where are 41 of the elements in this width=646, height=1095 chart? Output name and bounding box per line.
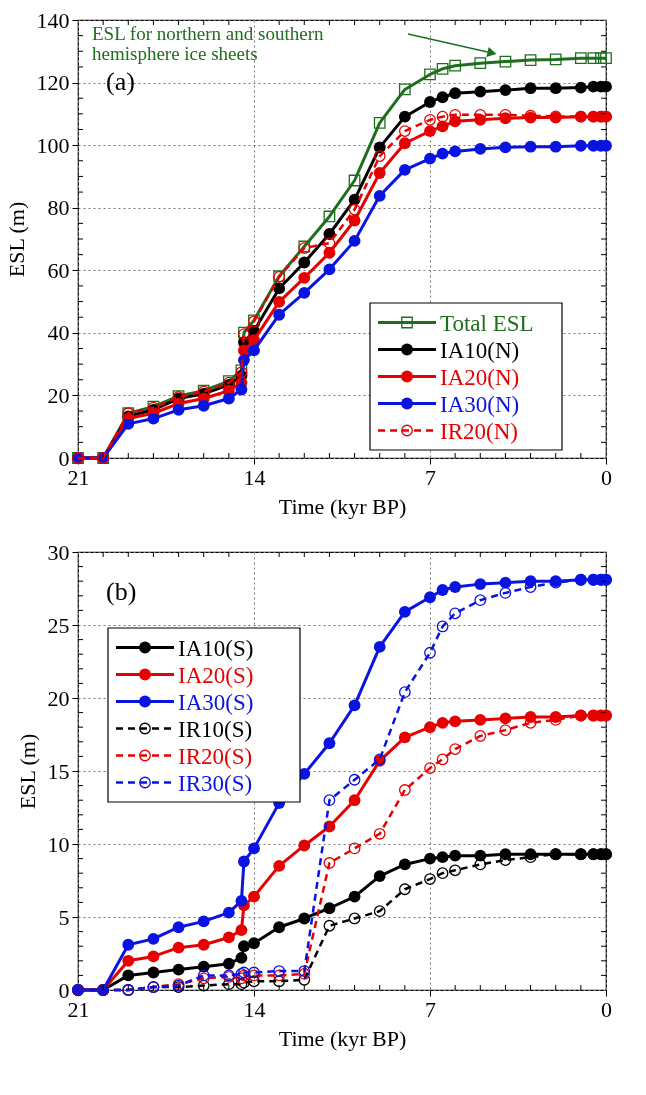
legend-label: IR10(S) bbox=[178, 716, 253, 742]
x-tick-label: 21 bbox=[67, 996, 90, 1022]
y-tick-label: 120 bbox=[36, 70, 70, 96]
x-axis-title: Time (kyr BP) bbox=[278, 1025, 407, 1051]
x-tick-label: 21 bbox=[67, 464, 90, 490]
x-tick-label: 7 bbox=[425, 464, 436, 490]
y-tick-label: 80 bbox=[47, 195, 70, 221]
x-tick-label: 14 bbox=[243, 996, 266, 1022]
y-tick-label: 20 bbox=[47, 382, 70, 408]
y-axis-title: ESL (m) bbox=[3, 201, 29, 278]
legend-label: IA10(S) bbox=[178, 635, 254, 661]
text: (a) bbox=[106, 67, 135, 96]
annotation: ESL for northern and southern hemisphere ice sheets bbox=[92, 23, 324, 64]
y-tick-label: 140 bbox=[36, 7, 70, 33]
legend-label: IA30(N) bbox=[440, 391, 520, 417]
y-tick-label: 60 bbox=[47, 257, 70, 283]
x-tick-label: 0 bbox=[601, 996, 612, 1022]
legend-label: Total ESL bbox=[440, 310, 534, 336]
x-tick-label: 0 bbox=[601, 464, 612, 490]
y-tick-label: 0 bbox=[58, 445, 70, 471]
legend-label: IR30(S) bbox=[178, 770, 253, 796]
y-axis-title: ESL (m) bbox=[14, 733, 40, 810]
legend-label: IA10(N) bbox=[440, 337, 520, 363]
y-tick-label: 25 bbox=[47, 612, 70, 638]
y-tick-label: 30 bbox=[47, 539, 70, 565]
legend-label: IA20(S) bbox=[178, 662, 254, 688]
x-tick-label: 14 bbox=[243, 464, 266, 490]
legend-label: IR20(N) bbox=[440, 418, 518, 444]
y-tick-label: 15 bbox=[47, 758, 70, 784]
legend-label: IR20(S) bbox=[178, 743, 253, 769]
x-axis-title: Time (kyr BP) bbox=[278, 493, 407, 519]
legend-label: IA30(S) bbox=[178, 689, 254, 715]
y-tick-label: 20 bbox=[47, 685, 70, 711]
y-tick-label: 10 bbox=[47, 831, 70, 857]
text: (b) bbox=[106, 577, 137, 606]
y-tick-label: 40 bbox=[47, 320, 70, 346]
y-tick-label: 100 bbox=[36, 132, 70, 158]
x-tick-label: 7 bbox=[425, 996, 436, 1022]
y-tick-label: 0 bbox=[58, 977, 70, 1003]
y-tick-label: 5 bbox=[58, 904, 70, 930]
legend-label: IA20(N) bbox=[440, 364, 520, 390]
